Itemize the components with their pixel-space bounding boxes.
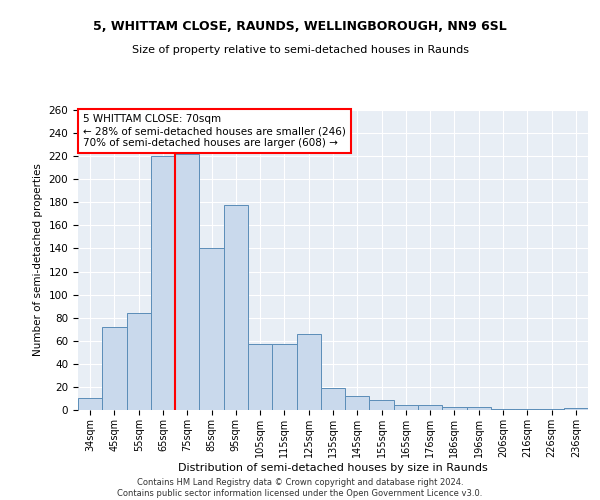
Bar xyxy=(151,156,175,410)
Bar xyxy=(467,406,491,410)
Bar xyxy=(199,248,224,410)
Bar xyxy=(224,204,248,410)
Text: 5, WHITTAM CLOSE, RAUNDS, WELLINGBOROUGH, NN9 6SL: 5, WHITTAM CLOSE, RAUNDS, WELLINGBOROUGH… xyxy=(93,20,507,33)
Bar xyxy=(127,313,151,410)
Bar xyxy=(539,409,564,410)
Bar xyxy=(102,327,127,410)
Bar xyxy=(248,344,272,410)
Bar xyxy=(442,406,467,410)
Bar xyxy=(418,406,442,410)
X-axis label: Distribution of semi-detached houses by size in Raunds: Distribution of semi-detached houses by … xyxy=(178,462,488,472)
Bar xyxy=(564,408,588,410)
Bar xyxy=(370,400,394,410)
Y-axis label: Number of semi-detached properties: Number of semi-detached properties xyxy=(33,164,43,356)
Bar xyxy=(296,334,321,410)
Bar xyxy=(272,344,296,410)
Text: 5 WHITTAM CLOSE: 70sqm
← 28% of semi-detached houses are smaller (246)
70% of se: 5 WHITTAM CLOSE: 70sqm ← 28% of semi-det… xyxy=(83,114,346,148)
Bar xyxy=(345,396,370,410)
Bar xyxy=(515,409,539,410)
Bar xyxy=(78,398,102,410)
Bar xyxy=(394,406,418,410)
Bar xyxy=(321,388,345,410)
Text: Size of property relative to semi-detached houses in Raunds: Size of property relative to semi-detach… xyxy=(131,45,469,55)
Bar xyxy=(175,154,199,410)
Text: Contains HM Land Registry data © Crown copyright and database right 2024.
Contai: Contains HM Land Registry data © Crown c… xyxy=(118,478,482,498)
Bar xyxy=(491,409,515,410)
